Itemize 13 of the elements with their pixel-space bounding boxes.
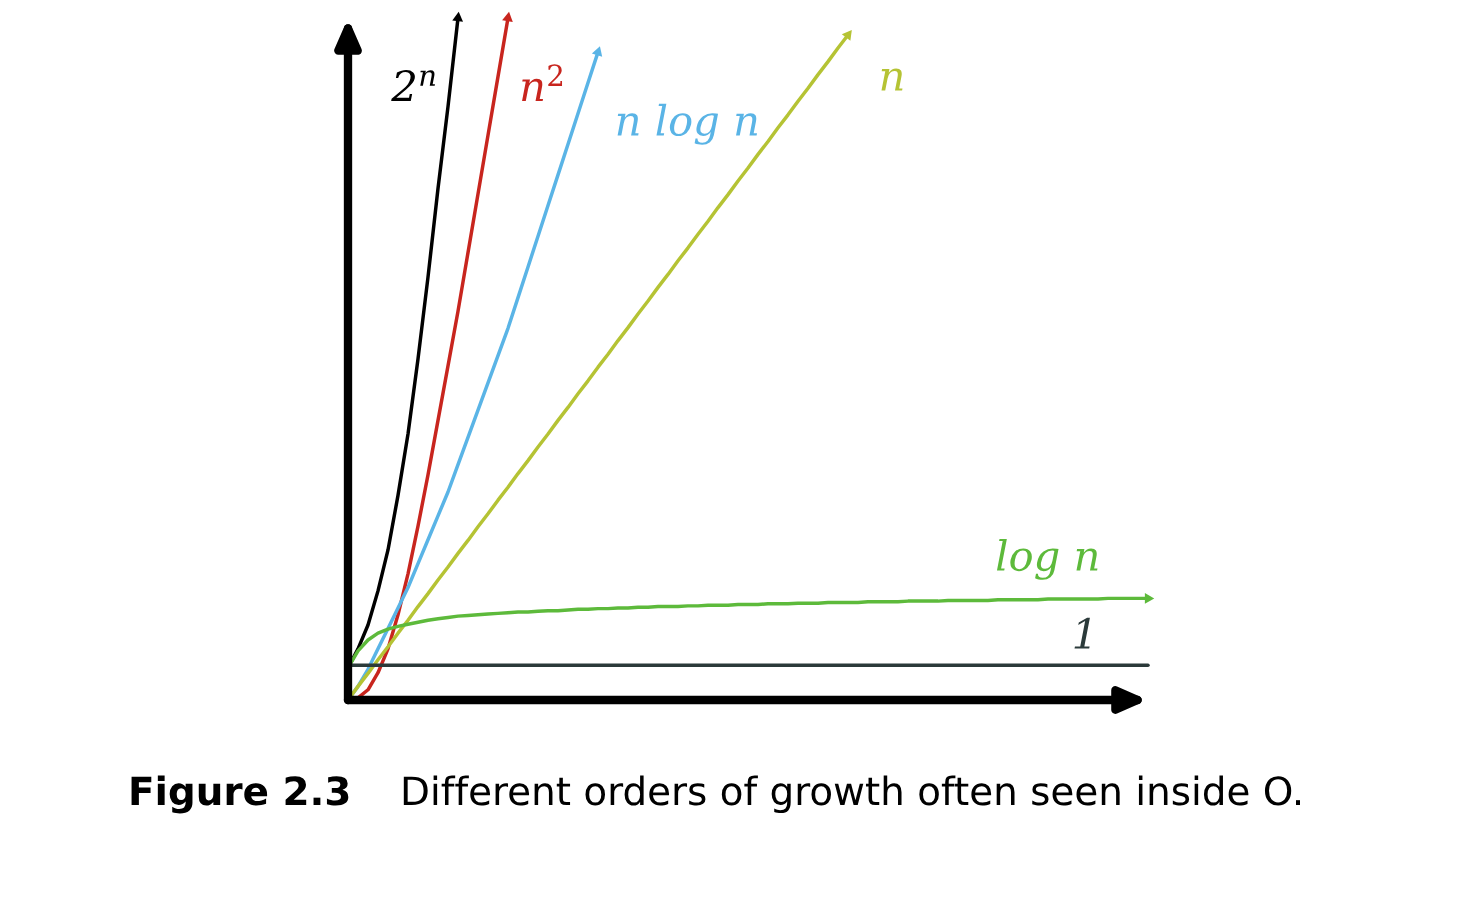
point	[502, 11, 513, 22]
point	[452, 11, 464, 22]
series-label: log n	[996, 538, 1098, 580]
series-label: n	[881, 68, 903, 91]
series-label: n$^{2}$	[522, 64, 563, 102]
point	[1144, 592, 1155, 604]
point	[841, 30, 852, 41]
caption: Figure 2.3	[131, 775, 349, 814]
text: Different orders of growth often seen inside O.	[403, 775, 1300, 814]
series-label: 2$^{n}$	[391, 70, 435, 102]
series-label: n log n	[617, 103, 757, 145]
point	[591, 46, 603, 57]
series-label: 1	[1074, 617, 1090, 649]
